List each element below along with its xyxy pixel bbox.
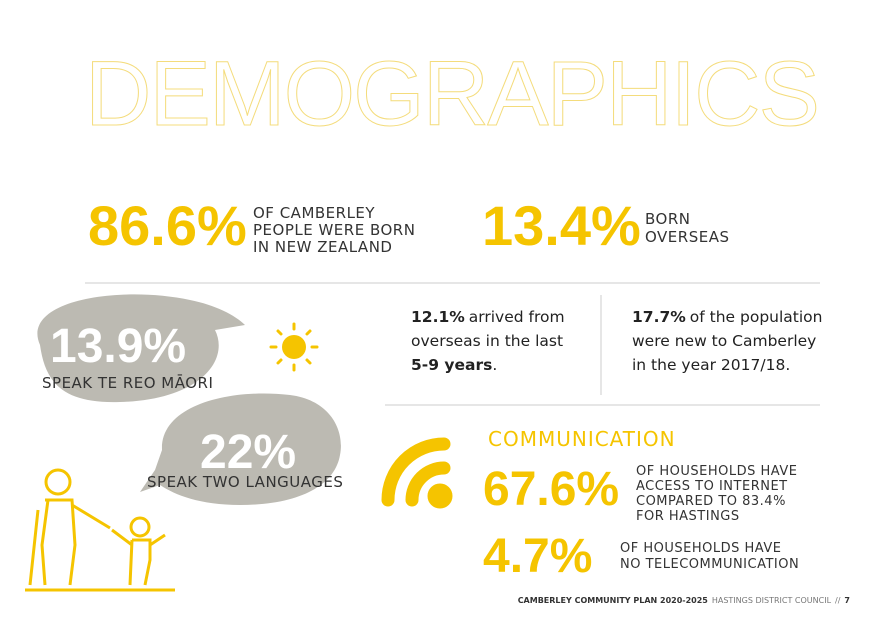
family-icon [25, 468, 175, 592]
speech-bubble [37, 294, 245, 403]
text: . [492, 356, 497, 374]
caption: OVERSEAS [645, 228, 730, 246]
separator: // [835, 596, 841, 605]
wifi-icon [381, 437, 453, 509]
text: arrived from [469, 308, 565, 326]
caption: FOR HASTINGS [636, 509, 740, 524]
figure: 13.4% [482, 194, 641, 257]
paragraph: 17.7% of the population [632, 308, 823, 326]
caption: SPEAK TWO LANGUAGES [147, 473, 343, 491]
figure: 22% [200, 426, 296, 479]
footer: CAMBERLEY COMMUNITY PLAN 2020-2025 HASTIN… [518, 596, 850, 605]
plan: CAMBERLEY COMMUNITY PLAN 2020-2025 [518, 596, 709, 605]
figure: 67.6% [483, 463, 619, 516]
sun-icon [269, 322, 319, 372]
speech-bubble [140, 393, 341, 505]
figure: 17.7% [632, 308, 686, 326]
caption: PEOPLE WERE BORN [253, 221, 415, 239]
caption: OF HOUSEHOLDS HAVE [620, 541, 781, 556]
figure: 4.7% [483, 530, 592, 583]
paragraph: overseas in the last [411, 332, 563, 350]
title: DEMOGRAPHICS [85, 43, 820, 145]
page-number: 7 [844, 596, 850, 605]
paragraph: were new to Camberley [632, 332, 816, 350]
caption: IN NEW ZEALAND [253, 238, 392, 256]
figure: 13.9% [50, 320, 186, 373]
caption: ACCESS TO INTERNET [636, 479, 788, 494]
caption: SPEAK TE REO MĀORI [42, 374, 213, 392]
caption: OF CAMBERLEY [253, 204, 375, 222]
figure: 12.1% [411, 308, 465, 326]
heading: COMMUNICATION [488, 427, 676, 451]
paragraph: 5-9 years. [411, 356, 497, 374]
caption: NO TELECOMMUNICATION [620, 557, 799, 572]
caption: BORN [645, 210, 690, 228]
caption: OF HOUSEHOLDS HAVE [636, 464, 797, 479]
figure: 86.6% [88, 194, 247, 257]
council: HASTINGS DISTRICT COUNCIL [712, 596, 832, 605]
text: of the population [690, 308, 823, 326]
paragraph: in the year 2017/18. [632, 356, 790, 374]
paragraph: 12.1% arrived from [411, 308, 565, 326]
caption: COMPARED TO 83.4% [636, 494, 786, 509]
emphasis: 5-9 years [411, 356, 492, 374]
